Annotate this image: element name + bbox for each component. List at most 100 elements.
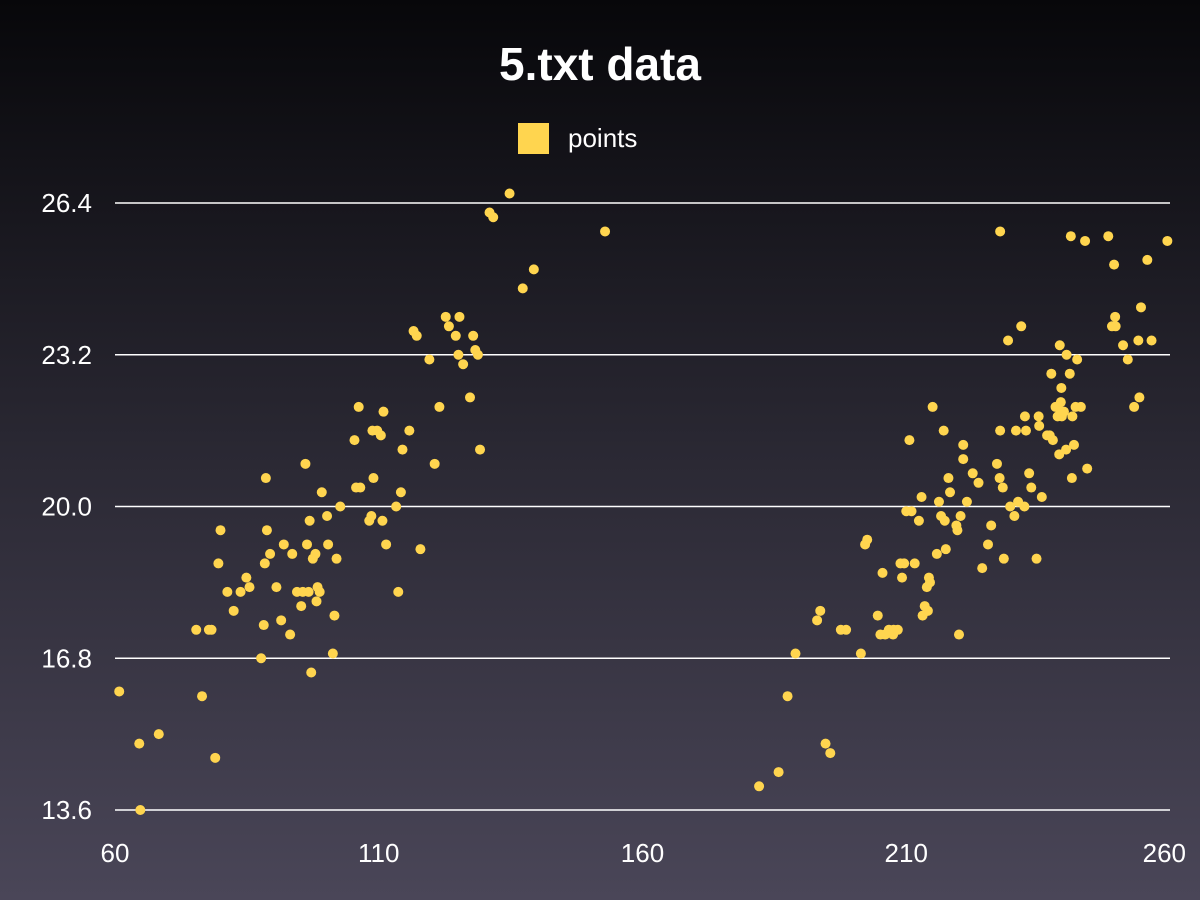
y-gridlines [115,202,1170,811]
data-point [393,586,404,597]
data-point [820,738,831,749]
data-point [222,586,233,597]
data-point [228,605,239,616]
data-point [465,392,476,403]
data-point [995,425,1006,436]
data-point [967,468,978,479]
data-point [381,539,392,550]
data-point [377,515,388,526]
data-point [933,496,944,507]
data-point [327,648,338,659]
data-point [1024,468,1035,479]
data-point [939,515,950,526]
data-point [424,354,435,365]
data-point [468,330,479,341]
data-point [303,586,314,597]
data-point [475,444,486,455]
data-point [378,406,389,417]
data-point [906,506,917,517]
y-tick-label: 16.8 [41,643,92,673]
data-point [997,482,1008,493]
data-point [995,226,1006,237]
data-point [1005,501,1016,512]
data-point [952,525,963,536]
data-point [892,624,903,635]
data-point [197,691,208,702]
data-point [440,311,451,322]
data-point [938,425,949,436]
data-point [1026,482,1037,493]
data-point [1142,254,1153,265]
legend: points [518,123,637,154]
data-point [306,667,317,678]
data-point [241,572,252,583]
data-point [922,605,933,616]
data-point [134,738,145,749]
data-point [335,501,346,512]
data-point [323,539,334,550]
data-point [940,544,951,555]
data-point [1003,335,1014,346]
data-point [135,805,146,815]
data-point [1009,510,1020,521]
data-point [302,539,313,550]
data-point [909,558,920,569]
legend-label: points [568,123,637,153]
x-tick-label: 210 [885,838,928,868]
data-point [973,477,984,488]
data-point [287,548,298,559]
data-point [415,544,426,555]
data-point [397,444,408,455]
data-point [841,624,852,635]
data-point [1146,335,1157,346]
data-point [1067,411,1078,422]
data-point [278,539,289,550]
data-point [265,548,276,559]
data-point [1135,302,1146,313]
data-point [235,586,246,597]
data-point [1031,553,1042,564]
data-point [927,401,938,412]
data-point [1075,401,1086,412]
data-point [260,473,271,484]
data-point [244,582,255,593]
y-tick-label: 20.0 [41,492,92,522]
data-point [450,330,461,341]
data-point [353,401,364,412]
data-point [1036,492,1047,503]
data-point [1019,501,1030,512]
data-point [153,729,164,740]
data-point [366,510,377,521]
data-point [855,648,866,659]
data-point [1072,354,1083,365]
data-point [1082,463,1093,474]
data-point [1103,231,1114,242]
chart-title: 5.txt data [499,38,701,90]
data-point [114,686,125,697]
data-point [261,525,272,536]
data-point [1066,473,1077,484]
data-point [913,515,924,526]
data-point [1061,444,1072,455]
data-point [375,430,386,441]
data-point [977,563,988,574]
data-point [754,781,765,792]
data-point [276,615,287,626]
data-point [961,496,972,507]
data-point [391,501,402,512]
data-point [945,487,956,498]
data-point [271,582,282,593]
data-point [1055,397,1066,408]
data-point [316,487,327,498]
data-point [924,577,935,588]
data-point [1058,406,1069,417]
data-point [943,473,954,484]
data-point [517,283,528,294]
data-point [1118,340,1129,351]
data-point [349,435,360,446]
data-point [331,553,342,564]
data-point [300,458,311,469]
data-point [958,439,969,450]
data-point [1033,411,1044,422]
